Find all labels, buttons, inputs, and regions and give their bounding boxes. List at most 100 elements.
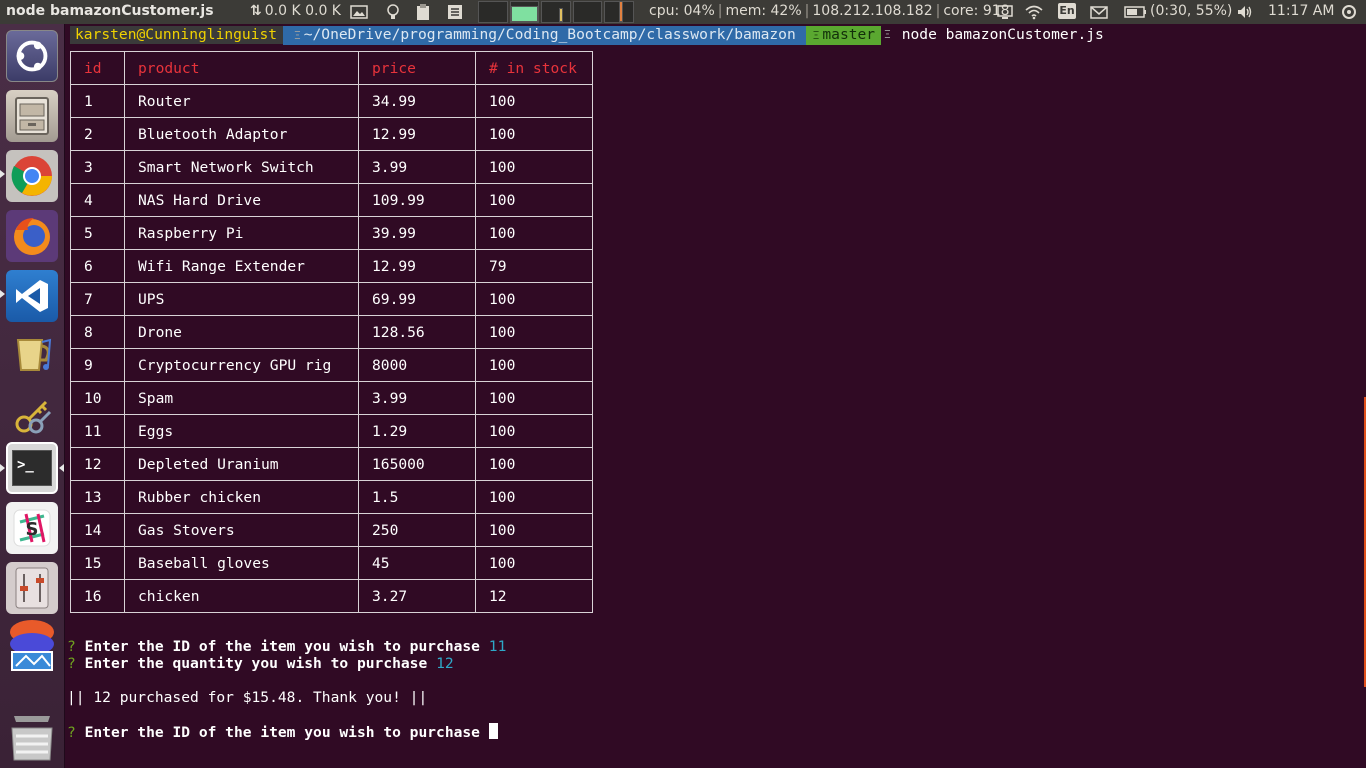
core-stat: core: 918 [943,3,1010,19]
prompt-question-id-active[interactable]: ? Enter the ID of the item you wish to p… [67,723,498,741]
trash-icon [11,716,53,761]
netspeed-indicator[interactable]: ⇅ 0.0 K 0.0 K [250,3,341,19]
cell-stock: 100 [475,447,593,481]
mail-icon[interactable] [1090,3,1108,21]
table-row: 2 Bluetooth Adaptor 12.99 100 [70,117,593,151]
cell-id: 9 [70,348,125,382]
text-cursor[interactable] [488,723,498,739]
notes-icon[interactable] [446,3,464,21]
answer-value: 12 [436,655,454,672]
net-graph [541,1,571,23]
firefox-icon [14,218,50,255]
shell-prompt: karsten@Cunninglinguist Ξ ~/OneDrive/progr… [70,25,1104,45]
window-title: node bamazonCustomer.js [6,3,214,19]
swap-graph [572,1,603,23]
lightbulb-icon[interactable] [384,3,402,21]
trash-launcher-button[interactable] [6,708,58,766]
cell-stock: 100 [475,84,593,118]
mixer-launcher-button[interactable] [6,562,58,614]
battery-icon[interactable] [1124,3,1148,21]
prompt-path-text: ~/OneDrive/programming/Coding_Bootcamp/c… [303,25,796,43]
prompt-question-id: ? Enter the ID of the item you wish to p… [67,638,506,655]
cell-stock: 100 [475,513,593,547]
running-indicator [0,290,5,298]
cpu-graph [478,1,508,23]
cell-product: chicken [124,579,359,613]
screenshot-icon[interactable] [350,3,368,21]
battery-status[interactable]: (0:30, 55%) [1150,3,1233,19]
clipboard-icon[interactable] [414,3,432,21]
cell-stock: 100 [475,546,593,580]
wifi-icon[interactable] [1025,3,1043,21]
cell-id: 2 [70,117,125,151]
cell-product: Depleted Uranium [124,447,359,481]
chrome-icon [11,156,52,196]
terminal-window[interactable]: karsten@Cunninglinguist Ξ ~/OneDrive/progr… [64,24,1366,768]
rhythmbox-launcher-button[interactable] [6,330,58,382]
question-text: Enter the quantity you wish to purchase [84,655,428,672]
terminal-icon: >_ [12,450,52,486]
cell-stock: 100 [475,480,593,514]
net-down-value: 0.0 K [264,3,301,19]
cell-id: 1 [70,84,125,118]
cell-product: NAS Hard Drive [124,183,359,217]
terminal-scrollbar[interactable] [1364,397,1366,687]
cell-stock: 100 [475,117,593,151]
file-cabinet-icon [15,97,49,135]
cell-product: Smart Network Switch [124,150,359,184]
cell-stock: 100 [475,216,593,250]
display-icon[interactable] [996,3,1014,21]
cell-stock: 12 [475,579,593,613]
keyboard-layout-indicator[interactable]: En [1058,3,1076,19]
passwords-launcher-button[interactable] [6,390,58,442]
cell-id: 10 [70,381,125,415]
firefox-launcher-button[interactable] [6,210,58,262]
cell-id: 11 [70,414,125,448]
table-row: 8 Drone 128.56 100 [70,315,593,349]
table-row: 6 Wifi Range Extender 12.99 79 [70,249,593,283]
music-cup-icon [16,338,52,371]
cell-product: Eggs [124,414,359,448]
power-gear-icon[interactable] [1340,3,1358,21]
cell-price: 1.5 [358,480,476,514]
terminal-launcher-button[interactable]: >_ [6,442,58,494]
table-row: 15 Baseball gloves 45 100 [70,546,593,580]
cell-price: 12.99 [358,249,476,283]
files-launcher-button[interactable] [6,90,58,142]
cell-stock: 79 [475,249,593,283]
disk-graph [604,1,634,23]
cell-price: 12.99 [358,117,476,151]
table-row: 9 Cryptocurrency GPU rig 8000 100 [70,348,593,382]
cell-id: 5 [70,216,125,250]
ubuntu-dash-button[interactable] [6,30,58,82]
cell-price: 250 [358,513,476,547]
prompt-end-glyph-icon: Ξ [884,28,891,41]
cell-price: 1.29 [358,414,476,448]
net-up-value: 0.0 K [305,3,341,19]
stacked-apps-launcher-button[interactable] [6,616,58,674]
cell-id: 6 [70,249,125,283]
cell-product: Raspberry Pi [124,216,359,250]
column-header-price: price [358,51,476,85]
cell-price: 3.99 [358,381,476,415]
running-indicator [0,170,5,178]
vscode-launcher-button[interactable] [6,270,58,322]
cell-stock: 100 [475,414,593,448]
column-header-id: id [70,51,125,85]
launcher: >_ S [0,24,65,768]
prompt-question-quantity: ? Enter the quantity you wish to purchas… [67,655,454,672]
chrome-launcher-button[interactable] [6,150,58,202]
table-row: 16 chicken 3.27 12 [70,579,593,613]
table-row: 14 Gas Stovers 250 100 [70,513,593,547]
question-text: Enter the ID of the item you wish to pur… [84,724,480,741]
vscode-icon [16,280,48,312]
system-load-graphs[interactable] [478,1,634,23]
volume-icon[interactable] [1236,3,1254,21]
mem-stat: mem: 42% [725,3,802,19]
cell-price: 3.99 [358,150,476,184]
table-header-row: id product price # in stock [70,51,593,85]
slack-launcher-button[interactable]: S [6,502,58,554]
clock[interactable]: 11:17 AM [1268,3,1335,19]
cell-product: Router [124,84,359,118]
system-stats[interactable]: cpu: 04% | mem: 42% | 108.212.108.182 | core: … [649,3,1010,19]
